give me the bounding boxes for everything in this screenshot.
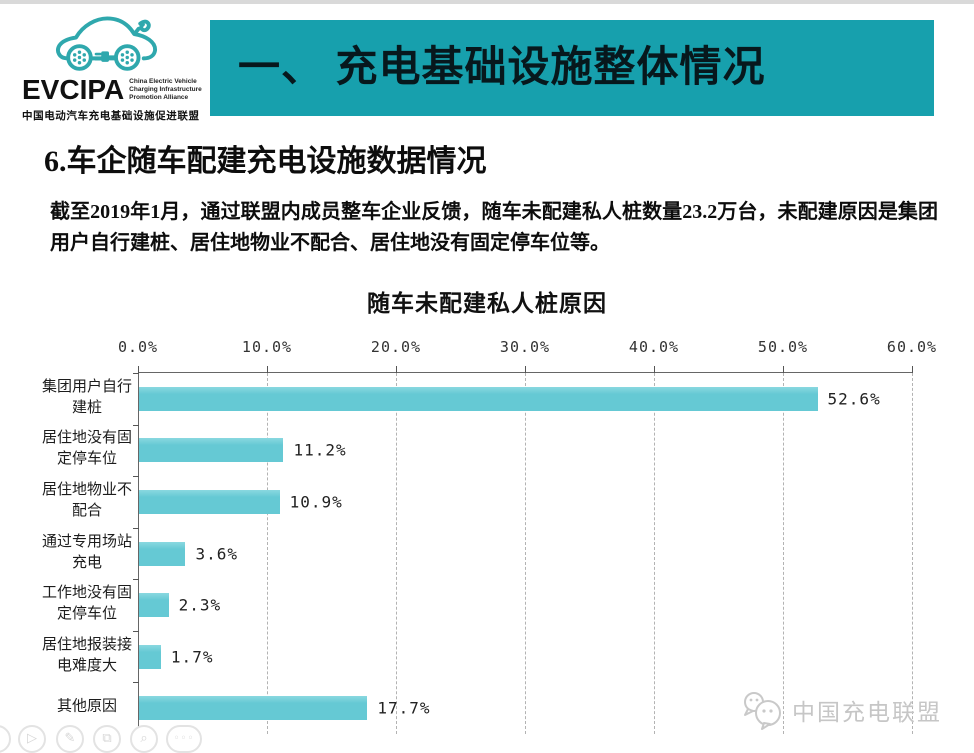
- x-tick-label: 40.0%: [628, 338, 680, 356]
- bar-chart: 0.0% 10.0% 20.0% 30.0% 40.0% 50.0% 60.0% 集团用户自…: [0, 330, 974, 750]
- watermark-text: 中国充电联盟: [792, 700, 942, 725]
- category-axis-tick: [133, 373, 139, 374]
- play-icon[interactable]: ▷: [18, 725, 46, 753]
- x-tick-label: 10.0%: [241, 338, 293, 356]
- ev-car-logo-icon: [56, 16, 157, 71]
- section-title: 6.车企随车配建充电设施数据情况: [44, 145, 487, 178]
- x-tick-label: 60.0%: [886, 338, 938, 356]
- category-axis-tick: [133, 579, 139, 581]
- axis-tick: [912, 366, 913, 373]
- x-tick-label: 50.0%: [757, 338, 809, 356]
- axis-tick: [654, 366, 655, 373]
- bar-value-label: 10.9%: [289, 492, 343, 512]
- category-axis-tick: [133, 476, 139, 478]
- axis-tick: [267, 366, 268, 373]
- category-label: 通过专用场站 充电: [41, 533, 132, 571]
- watermark: 中国充电联盟: [740, 690, 942, 730]
- gridline: [525, 373, 526, 734]
- bar: [139, 696, 368, 721]
- gridline: [267, 373, 268, 734]
- bar: [139, 541, 186, 566]
- category-labels: 集团用户自行 建桩 居住地没有固 定停车位 居住地物业不 配合 通过专用场站 充电 工作地没有固…: [40, 372, 134, 733]
- window-top-edge: [0, 0, 974, 4]
- more-icon[interactable]: ◦◦◦: [166, 725, 202, 753]
- logo-chinese-name: 中国电动汽车充电基础设施促进联盟: [22, 111, 200, 122]
- gridline: [396, 373, 397, 734]
- axis-tick: [783, 366, 784, 373]
- plot-area: 52.6% 11.2% 10.9% 3.6% 2.3% 1.7% 17.7%: [133, 366, 913, 734]
- x-tick-label: 20.0%: [370, 338, 422, 356]
- bar: [139, 438, 284, 463]
- category-label: 居住地没有固 定停车位: [41, 430, 132, 468]
- axis-tick: [396, 366, 397, 373]
- category-axis-tick: [133, 630, 139, 632]
- bar: [139, 593, 169, 618]
- copy-icon[interactable]: ⧉: [93, 725, 121, 753]
- bar-value-label: 1.7%: [170, 647, 214, 667]
- category-label: 居住地物业不 配合: [41, 481, 132, 519]
- bar: [139, 489, 280, 514]
- bar: [139, 386, 818, 411]
- bar-value-label: 17.7%: [377, 698, 431, 718]
- bar-value-label: 52.6%: [827, 389, 881, 409]
- chart-title: 随车未配建私人桩原因: [367, 291, 607, 316]
- x-tick-label: 30.0%: [499, 338, 551, 356]
- axis-tick: [525, 366, 526, 373]
- gridline: [783, 373, 784, 734]
- pencil-icon[interactable]: ✎: [56, 725, 84, 753]
- gridline: [654, 373, 655, 734]
- bar: [139, 644, 161, 669]
- category-axis-tick: [133, 527, 139, 529]
- axis-tick: [138, 366, 139, 373]
- logo-acronym: EVCIPA: [22, 74, 125, 105]
- category-label: 居住地报装接 电难度大: [41, 636, 132, 674]
- category-axis-tick: [133, 682, 139, 684]
- category-label: 其他原因: [56, 698, 117, 715]
- gridline: [912, 373, 913, 734]
- category-label: 工作地没有固 定停车位: [41, 585, 132, 623]
- bar-value-label: 2.3%: [178, 595, 222, 615]
- x-axis-ticks: 0.0% 10.0% 20.0% 30.0% 40.0% 50.0% 60.0%: [118, 338, 936, 358]
- bar-value-label: 3.6%: [195, 544, 238, 563]
- wechat-icon: [744, 692, 781, 730]
- bar-value-label: 11.2%: [293, 440, 347, 460]
- category-axis-tick: [133, 424, 139, 426]
- body-paragraph: 截至2019年1月，通过联盟内成员整车企业反馈，随车未配建私人桩数量23.2万台…: [50, 201, 938, 254]
- slide-banner: 一、 充电基础设施整体情况: [210, 20, 934, 116]
- banner-title: 一、 充电基础设施整体情况: [238, 45, 766, 91]
- evcipa-logo: EVCIPA China Electric Vehicle Charging I…: [22, 8, 202, 123]
- logo-english-name: China Electric Vehicle Charging Infrastr…: [129, 78, 202, 101]
- category-label: 集团用户自行 建桩: [41, 378, 132, 416]
- x-tick-label: 0.0%: [117, 338, 159, 356]
- zoom-icon[interactable]: ⌕: [130, 725, 158, 753]
